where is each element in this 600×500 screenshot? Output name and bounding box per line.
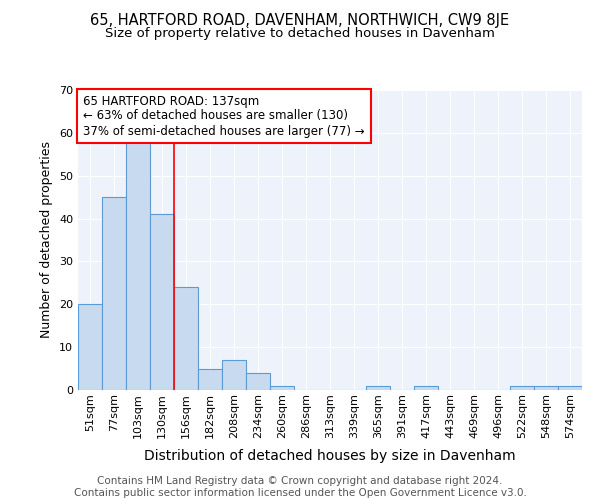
Bar [78, 304, 102, 390]
Bar [366, 386, 390, 390]
Bar [198, 368, 222, 390]
Bar [126, 142, 150, 390]
Bar [414, 386, 438, 390]
Text: Contains HM Land Registry data © Crown copyright and database right 2024.
Contai: Contains HM Land Registry data © Crown c… [74, 476, 526, 498]
Text: 65 HARTFORD ROAD: 137sqm
← 63% of detached houses are smaller (130)
37% of semi-: 65 HARTFORD ROAD: 137sqm ← 63% of detach… [83, 94, 365, 138]
Bar [510, 386, 534, 390]
Bar [222, 360, 246, 390]
Bar [246, 373, 270, 390]
Bar [174, 287, 198, 390]
Y-axis label: Number of detached properties: Number of detached properties [40, 142, 53, 338]
X-axis label: Distribution of detached houses by size in Davenham: Distribution of detached houses by size … [144, 449, 516, 463]
Bar [534, 386, 558, 390]
Text: Size of property relative to detached houses in Davenham: Size of property relative to detached ho… [105, 28, 495, 40]
Bar [558, 386, 582, 390]
Bar [102, 197, 126, 390]
Text: 65, HARTFORD ROAD, DAVENHAM, NORTHWICH, CW9 8JE: 65, HARTFORD ROAD, DAVENHAM, NORTHWICH, … [91, 12, 509, 28]
Bar [150, 214, 174, 390]
Bar [270, 386, 294, 390]
